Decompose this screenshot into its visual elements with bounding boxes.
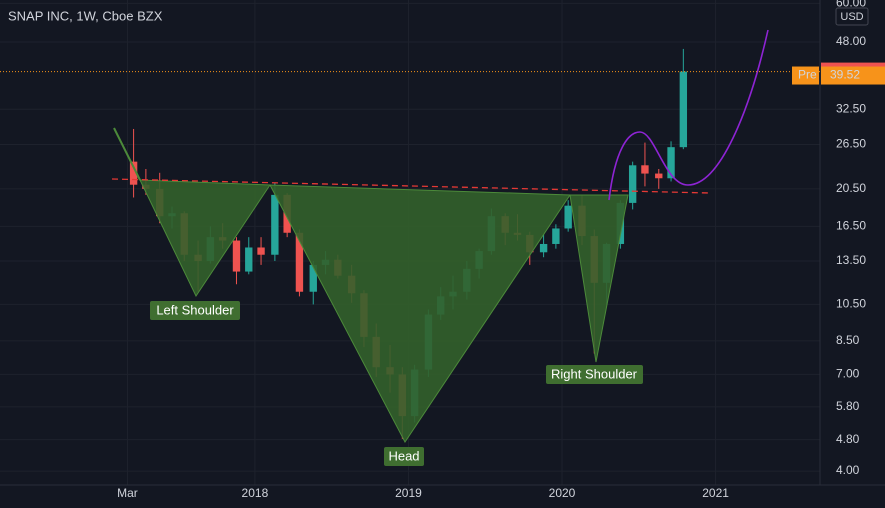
y-tick-label: 7.00	[836, 367, 860, 381]
pre-market-tag	[792, 66, 819, 85]
candle-body	[552, 228, 560, 244]
y-tick-label: 60.00	[836, 0, 866, 10]
projection-curve	[608, 29, 769, 201]
y-tick-label: 13.50	[836, 253, 866, 267]
currency-box	[835, 7, 869, 26]
y-tick-label: 10.50	[836, 297, 866, 311]
y-tick-label: 5.80	[836, 399, 860, 413]
candle-body	[129, 161, 138, 185]
y-tick-label: 8.50	[836, 333, 860, 347]
candle-body	[628, 165, 637, 203]
candle-body	[271, 194, 279, 255]
y-tick-label: 20.50	[836, 181, 866, 195]
y-tick-label: 4.80	[836, 432, 860, 446]
pre-market-tag-label: Pre	[798, 68, 817, 82]
candle-body	[667, 147, 675, 179]
head-shape	[269, 184, 571, 443]
candle-body	[564, 205, 572, 229]
left-shoulder-shape	[139, 179, 271, 298]
y-tick-label: 48.00	[836, 34, 866, 48]
x-tick-label: 2021	[702, 486, 729, 500]
y-tick-label: 26.50	[836, 137, 866, 151]
y-tick-label: 4.00	[836, 463, 860, 477]
annotation-box	[384, 447, 424, 466]
annotation: Head	[388, 448, 419, 463]
candle-body	[245, 247, 253, 272]
candle-body	[295, 232, 304, 292]
x-tick-label: 2019	[395, 486, 422, 500]
candle-body	[232, 240, 241, 272]
candle-body	[257, 247, 265, 255]
candle-body	[539, 243, 548, 253]
currency: USD	[840, 11, 863, 23]
candle-body	[679, 71, 688, 148]
x-tick-label: 2020	[549, 486, 576, 500]
annotations: Left Shoulder Head Right Shoulder	[150, 301, 643, 466]
candle-body	[655, 173, 663, 179]
annotation: Right Shoulder	[551, 366, 638, 381]
annotation-box	[150, 301, 240, 320]
right-shoulder-shape	[569, 194, 629, 363]
annotation: Left Shoulder	[156, 302, 234, 317]
candle-body	[641, 165, 649, 174]
annotation-box	[546, 365, 643, 384]
y-tick-label: 16.50	[836, 219, 866, 233]
x-tick-label: Mar	[117, 486, 138, 500]
pattern	[111, 29, 769, 443]
pre-market-box	[821, 66, 885, 85]
x-tick-label: 2018	[242, 486, 269, 500]
y-tick-label: 32.50	[836, 101, 866, 115]
trend-line	[113, 127, 141, 181]
chart-title: SNAP INC, 1W, Cboe BZX	[8, 8, 163, 23]
candle-body	[309, 264, 317, 292]
pre-market-label: 39.52	[830, 68, 860, 82]
